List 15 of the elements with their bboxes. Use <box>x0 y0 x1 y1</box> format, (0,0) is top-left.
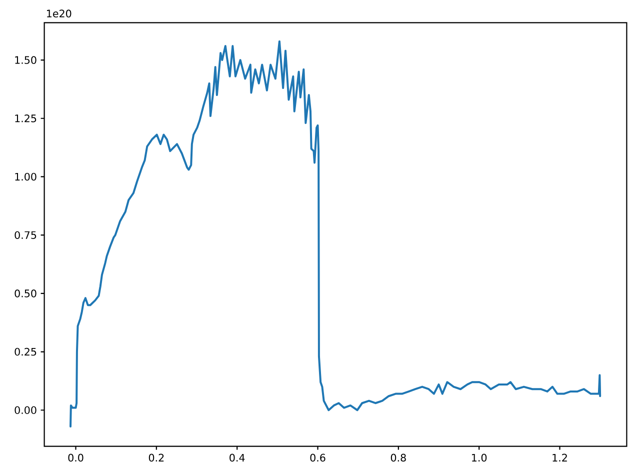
x-tick-label: 0.8 <box>390 454 406 462</box>
x-tick-label: 0.4 <box>230 454 245 462</box>
x-tick-label: 0.2 <box>148 454 164 462</box>
y-tick-label: 1.00 <box>15 172 36 181</box>
text: 1e20 <box>47 10 72 18</box>
x-tick-label: 0.6 <box>310 454 326 462</box>
x-tick-label: 1.2 <box>552 454 567 462</box>
x-tick-label: 1.0 <box>472 454 487 462</box>
x-tick-label: 0.0 <box>68 454 84 462</box>
y-tick-label: 1.25 <box>15 114 36 122</box>
y-tick-label: 1.50 <box>15 56 36 64</box>
y-tick-label: 0.25 <box>14 348 36 356</box>
y-tick-label: 0.50 <box>14 290 36 298</box>
y-tick-label: 0.00 <box>14 406 36 414</box>
y-tick-label: 0.75 <box>14 231 36 239</box>
